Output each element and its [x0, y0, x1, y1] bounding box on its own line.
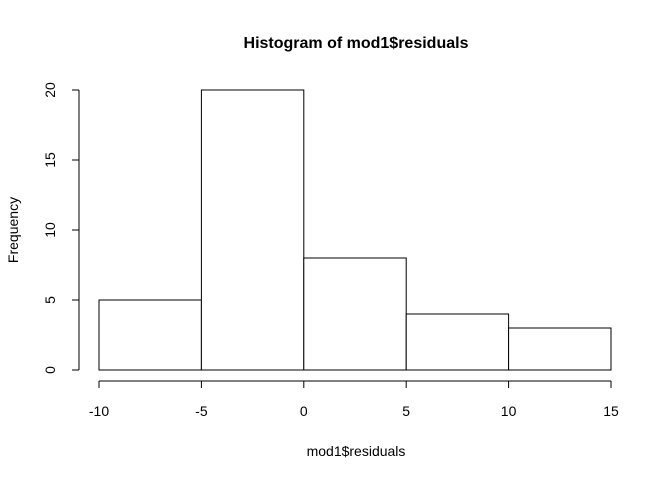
x-tick-label: 5	[402, 403, 410, 419]
histogram-bar-1	[200, 89, 305, 371]
x-tick-label: -5	[195, 403, 208, 419]
y-tick-label: 0	[42, 366, 58, 374]
histogram-bar-2	[303, 257, 407, 371]
y-axis: 0 5 10 15 20	[42, 82, 80, 374]
histogram-bar-4	[508, 327, 612, 371]
y-tick-label: 10	[42, 222, 58, 238]
y-axis-title: Frequency	[5, 197, 21, 263]
x-tick-label: 0	[300, 403, 308, 419]
y-tick-label: 20	[42, 82, 58, 98]
y-tick-label: 15	[42, 152, 58, 168]
x-tick-label: -10	[89, 403, 109, 419]
histogram-bar-0	[98, 299, 202, 371]
x-tick-label: 10	[501, 403, 517, 419]
y-tick-label: 5	[42, 296, 58, 304]
x-axis: -10 -5 0 5 10 15	[89, 380, 619, 419]
chart-title: Histogram of mod1$residuals	[244, 35, 469, 52]
histogram-bars	[98, 89, 612, 371]
x-axis-title: mod1$residuals	[307, 443, 406, 459]
x-tick-label: 15	[603, 403, 619, 419]
histogram-bar-3	[405, 313, 510, 371]
